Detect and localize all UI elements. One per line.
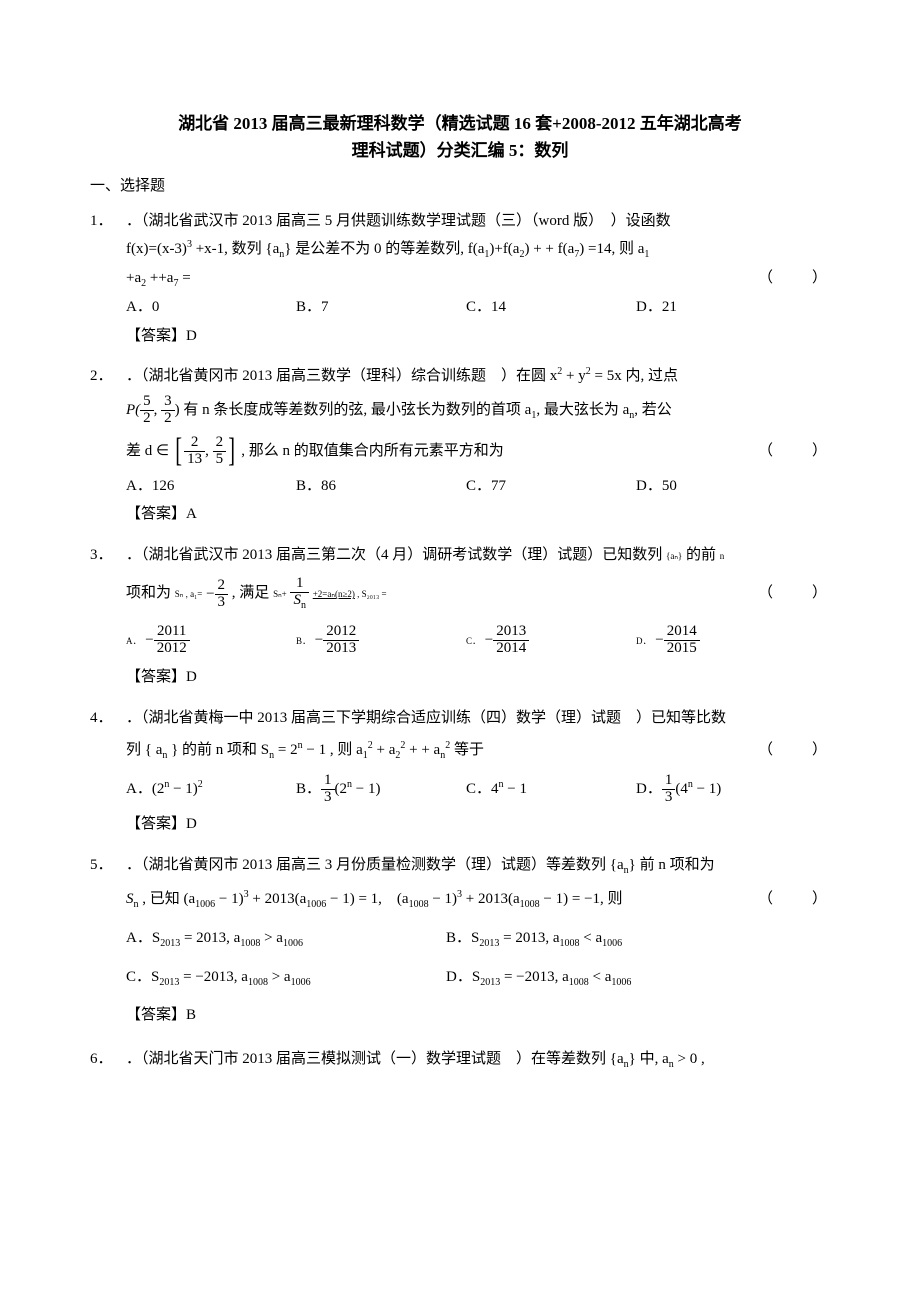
q5-options-row1: A．S2013 = 2013, a1008 > a1006 B．S2013 = … [90, 919, 830, 958]
question-5: 5． ．（湖北省黄冈市 2013 届高三 3 月份质量检测数学（理）试题）等差数… [90, 851, 830, 1033]
q4-stem: ．（湖北省黄梅一中 2013 届高三下学期综合适应训练（四）数学（理）试题 ）已… [126, 704, 830, 733]
question-2: 2． ．（湖北省黄冈市 2013 届高三数学（理科）综合训练题 ）在圆 x2 +… [90, 362, 830, 529]
q2-stem: ．（湖北省黄冈市 2013 届高三数学（理科）综合训练题 ）在圆 x2 + y2… [126, 362, 830, 391]
q1-number: 1． [90, 207, 113, 236]
q1-answer: 【答案】D [90, 322, 830, 351]
q1-opt-b: B．7 [296, 293, 466, 322]
section-heading: 一、选择题 [90, 172, 830, 201]
q1-opt-c: C．14 [466, 293, 636, 322]
q4-answer: 【答案】D [90, 810, 830, 839]
q2-answer: 【答案】A [90, 500, 830, 529]
q1-options: A．0 B．7 C．14 D．21 [90, 293, 830, 322]
q4-options: A．(2n − 1)2 B．13(2n − 1) C．4n − 1 D．13(4… [90, 768, 830, 810]
q4-opt-c: C．4n − 1 [466, 768, 636, 810]
q5-number: 5． [90, 851, 113, 880]
q5-stem: ．（湖北省黄冈市 2013 届高三 3 月份质量检测数学（理）试题）等差数列 {… [126, 851, 830, 880]
question-3: 3． ．（湖北省武汉市 2013 届高三第二次（4 月）调研考试数学（理）试题）… [90, 541, 830, 692]
q3-opt-a: A． −20112012 [126, 618, 296, 663]
q2-stem-line3: 差 d ∈ [213, 25] , 那么 n 的取值集合内所有元素平方和为 （ … [90, 430, 830, 472]
q2-opt-c: C．77 [466, 472, 636, 501]
q2-blank: （ ） [758, 430, 830, 472]
q3-answer: 【答案】D [90, 663, 830, 692]
q3-number: 3． [90, 541, 113, 570]
q3-blank: （ ） [758, 569, 830, 617]
q3-opt-d: D． −20142015 [636, 618, 806, 663]
q6-stem: ．（湖北省天门市 2013 届高三模拟测试（一）数学理试题 ）在等差数列 {an… [126, 1045, 830, 1074]
q5-answer: 【答案】B [90, 997, 830, 1033]
q3-stem: ．（湖北省武汉市 2013 届高三第二次（4 月）调研考试数学（理）试题）已知数… [126, 541, 830, 570]
question-6: 6． ．（湖北省天门市 2013 届高三模拟测试（一）数学理试题 ）在等差数列 … [90, 1045, 830, 1074]
q1-stem-line3: +a2 ++a7 = （ ） [90, 264, 830, 293]
q5-options-row2: C．S2013 = −2013, a1008 > a1006 D．S2013 =… [90, 958, 830, 997]
q4-opt-b: B．13(2n − 1) [296, 768, 466, 810]
q2-opt-a: A．126 [126, 472, 296, 501]
q3-opt-c: C． −20132014 [466, 618, 636, 663]
q1-stem: ．（湖北省武汉市 2013 届高三 5 月供题训练数学理试题（三）（word 版… [126, 207, 830, 236]
doc-title: 湖北省 2013 届高三最新理科数学（精选试题 16 套+2008-2012 五… [90, 110, 830, 164]
q4-number: 4． [90, 704, 113, 733]
q5-stem-line2: Sn , 已知 (a1006 − 1)3 + 2013(a1006 − 1) =… [90, 880, 830, 919]
q3-stem-line2: 项和为 Sₙ , a₁= −23 , 满足 Sₙ+ 1Sn +2=aₙ(n≥2)… [90, 569, 830, 618]
q5-opt-c: C．S2013 = −2013, a1008 > a1006 [126, 958, 446, 997]
title-line-1: 湖北省 2013 届高三最新理科数学（精选试题 16 套+2008-2012 五… [178, 114, 742, 133]
q4-blank: （ ） [758, 732, 830, 768]
q4-opt-d: D．13(4n − 1) [636, 768, 806, 810]
q1-opt-a: A．0 [126, 293, 296, 322]
title-line-2: 理科试题）分类汇编 5：数列 [352, 141, 569, 160]
q5-blank: （ ） [758, 880, 830, 919]
q4-stem-line2: 列 { an } 的前 n 项和 Sn = 2n − 1 , 则 a12 + a… [90, 732, 830, 768]
q6-number: 6． [90, 1045, 113, 1074]
question-1: 1． ．（湖北省武汉市 2013 届高三 5 月供题训练数学理试题（三）（wor… [90, 207, 830, 351]
q2-number: 2． [90, 362, 113, 391]
q5-opt-d: D．S2013 = −2013, a1008 < a1006 [446, 958, 766, 997]
q3-opt-b: B． −20122013 [296, 618, 466, 663]
q2-stem-line2: P(52, 32) 有 n 条长度成等差数列的弦, 最小弦长为数列的首项 a1,… [90, 391, 830, 430]
q2-opt-d: D．50 [636, 472, 806, 501]
page: 湖北省 2013 届高三最新理科数学（精选试题 16 套+2008-2012 五… [0, 0, 920, 1302]
question-4: 4． ．（湖北省黄梅一中 2013 届高三下学期综合适应训练（四）数学（理）试题… [90, 704, 830, 839]
q5-opt-b: B．S2013 = 2013, a1008 < a1006 [446, 919, 766, 958]
q1-blank: （ ） [758, 264, 830, 293]
q4-opt-a: A．(2n − 1)2 [126, 768, 296, 810]
q2-options: A．126 B．86 C．77 D．50 [90, 472, 830, 501]
q3-options: A． −20112012 B． −20122013 C． −20132014 D… [90, 618, 830, 663]
q1-stem-line2: f(x)=(x-3)3 +x-1, 数列 {an} 是公差不为 0 的等差数列,… [90, 235, 830, 264]
q5-opt-a: A．S2013 = 2013, a1008 > a1006 [126, 919, 446, 958]
q2-opt-b: B．86 [296, 472, 466, 501]
q1-opt-d: D．21 [636, 293, 806, 322]
